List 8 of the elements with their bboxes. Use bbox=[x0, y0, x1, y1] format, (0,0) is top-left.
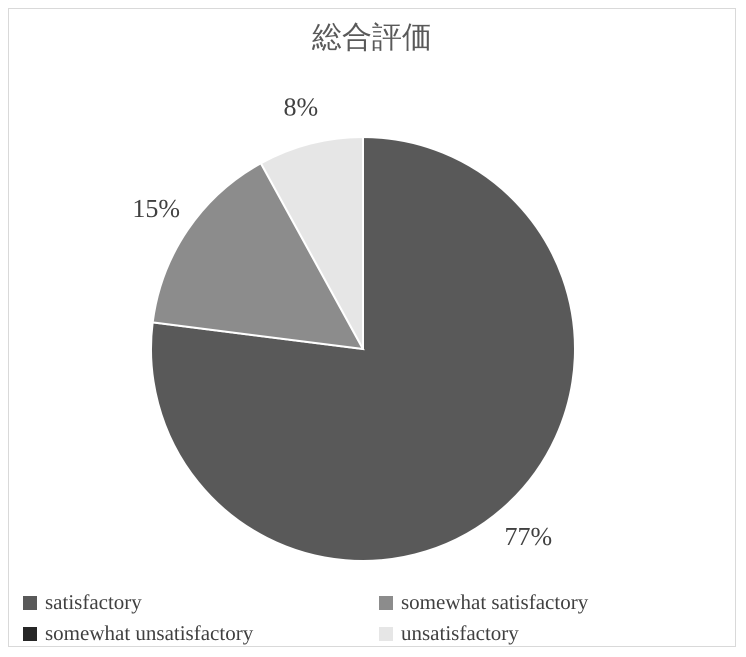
data-label: 8% bbox=[283, 92, 318, 122]
data-label: 77% bbox=[504, 522, 552, 552]
data-label: 15% bbox=[132, 194, 180, 223]
legend-label: somewhat unsatisfactory bbox=[45, 621, 254, 646]
legend-label: somewhat satisfactory bbox=[401, 590, 588, 615]
legend-label: satisfactory bbox=[45, 590, 142, 615]
chart-title: 総合評価 bbox=[311, 20, 433, 56]
legend-label: unsatisfactory bbox=[401, 621, 519, 646]
